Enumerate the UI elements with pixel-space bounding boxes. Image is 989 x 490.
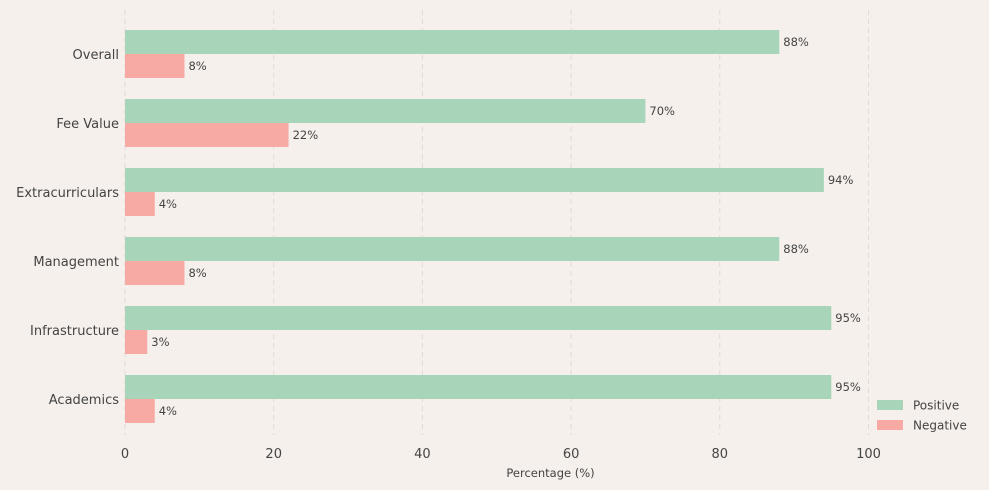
- value-label-negative: 3%: [151, 335, 169, 349]
- bar-positive: [125, 306, 832, 330]
- value-label-positive: 95%: [835, 311, 861, 325]
- bar-negative: [125, 192, 155, 216]
- value-label-negative: 8%: [188, 59, 206, 73]
- x-tick-label: 80: [712, 447, 729, 462]
- x-tick-labels: 0 20 40 60 80 100: [121, 447, 881, 462]
- legend-label-negative: Negative: [913, 419, 967, 433]
- category-label: Management: [33, 255, 119, 270]
- value-label-positive: 88%: [783, 35, 809, 49]
- value-label-positive: 94%: [828, 173, 854, 187]
- bar-positive: [125, 99, 646, 123]
- value-label-negative: 4%: [159, 197, 177, 211]
- bar-negative: [125, 123, 289, 147]
- legend-swatch-positive: [877, 400, 903, 410]
- bar-negative: [125, 399, 155, 423]
- category-label: Academics: [49, 393, 119, 408]
- category-label: Extracurriculars: [16, 186, 119, 201]
- legend: Positive Negative: [877, 399, 967, 433]
- value-label-positive: 88%: [783, 242, 809, 256]
- bar-negative: [125, 261, 185, 285]
- bar-positive: [125, 237, 780, 261]
- category-labels: Overall Fee Value Extracurriculars Manageme…: [16, 48, 119, 408]
- bar-positive: [125, 375, 832, 399]
- x-tick-label: 20: [265, 447, 282, 462]
- category-label: Overall: [73, 48, 119, 63]
- bar-positive: [125, 168, 824, 192]
- x-tick-label: 100: [856, 447, 881, 462]
- value-label-negative: 22%: [293, 128, 319, 142]
- bar-negative: [125, 330, 148, 354]
- value-label-positive: 70%: [649, 104, 675, 118]
- x-tick-label: 0: [121, 447, 129, 462]
- value-label-positive: 95%: [835, 380, 861, 394]
- value-label-negative: 4%: [159, 404, 177, 418]
- x-tick-label: 40: [414, 447, 431, 462]
- legend-label-positive: Positive: [913, 399, 959, 413]
- bar-positive: [125, 30, 780, 54]
- category-label: Infrastructure: [30, 324, 119, 339]
- legend-swatch-negative: [877, 420, 903, 430]
- x-tick-label: 60: [563, 447, 580, 462]
- x-axis-title: Percentage (%): [506, 466, 594, 480]
- grid-lines: [124, 10, 869, 435]
- value-label-negative: 8%: [188, 266, 206, 280]
- bars-group: [125, 30, 832, 423]
- category-label: Fee Value: [56, 117, 119, 132]
- bar-negative: [125, 54, 185, 78]
- value-labels: 88% 8% 70% 22% 94% 4% 88% 8% 95% 3% 95% 4%: [151, 35, 861, 418]
